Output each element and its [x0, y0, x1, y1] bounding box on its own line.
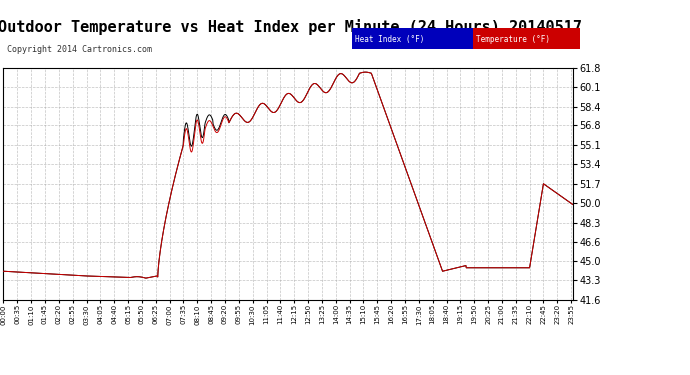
- Text: Temperature (°F): Temperature (°F): [476, 35, 550, 44]
- Text: Heat Index (°F): Heat Index (°F): [355, 35, 425, 44]
- Text: Copyright 2014 Cartronics.com: Copyright 2014 Cartronics.com: [7, 45, 152, 54]
- Text: Outdoor Temperature vs Heat Index per Minute (24 Hours) 20140517: Outdoor Temperature vs Heat Index per Mi…: [0, 19, 582, 35]
